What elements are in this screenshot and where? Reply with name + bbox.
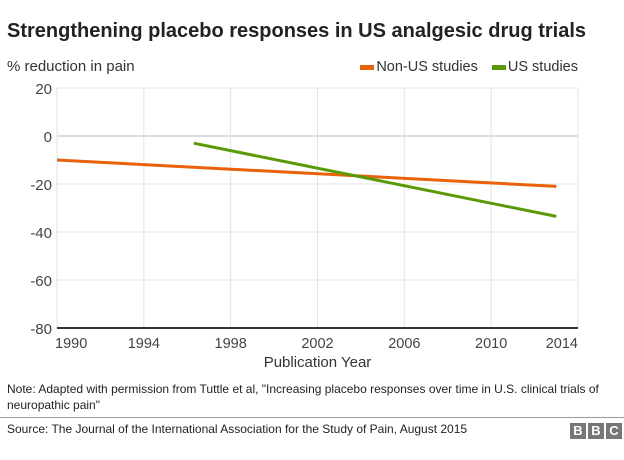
x-axis-label: Publication Year — [264, 354, 372, 371]
series-line-us-studies — [193, 141, 557, 218]
logo-letter: B — [588, 423, 604, 439]
legend-item-non-us: Non-US studies — [360, 59, 478, 75]
legend-label: US studies — [507, 59, 578, 75]
series-line-non-us-studies — [56, 158, 557, 188]
x-tick-label: 1994 — [128, 336, 160, 352]
x-tick-label: 2010 — [475, 336, 507, 352]
source: Source: The Journal of the International… — [7, 422, 468, 436]
y-tick-label: 20 — [35, 81, 52, 98]
note: Note: Adapted with permission from Tuttl… — [7, 382, 599, 412]
x-tick-label: 2002 — [301, 336, 333, 352]
chart-title: Strengthening placebo responses in US an… — [7, 20, 587, 42]
legend-item-us: US studies — [491, 59, 578, 75]
legend: Non-US studies US studies — [360, 59, 578, 75]
divider — [0, 417, 624, 418]
x-tick-label: 1998 — [215, 336, 247, 352]
y-tick-label: -80 — [30, 321, 52, 338]
y-axis-label: % reduction in pain — [7, 58, 135, 75]
legend-swatch — [360, 64, 375, 70]
legend-label: Non-US studies — [376, 59, 478, 75]
y-tick-label: -60 — [30, 273, 52, 290]
x-tick-label: 2006 — [388, 336, 420, 352]
y-tick-label: -20 — [30, 177, 52, 194]
y-tick-label: 0 — [44, 129, 52, 146]
y-tick-label: -40 — [30, 225, 52, 242]
x-tick-label: 1990 — [55, 336, 87, 352]
x-tick-label: 2014 — [546, 336, 578, 352]
logo-letter: B — [570, 423, 586, 439]
legend-swatch — [491, 64, 506, 70]
logo-letter: C — [606, 423, 622, 439]
